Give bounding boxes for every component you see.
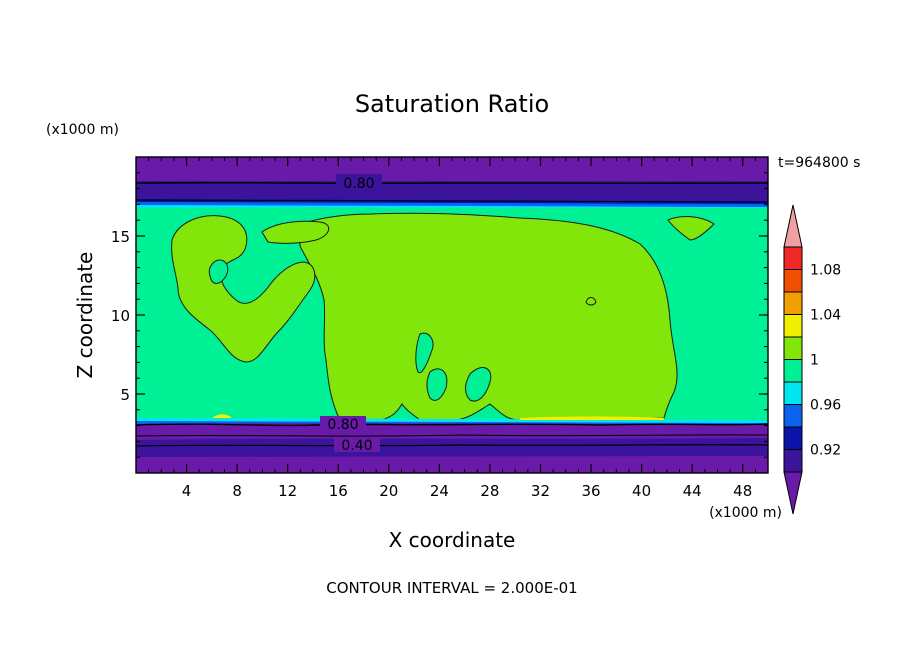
contour-line-upper-080 (136, 182, 768, 184)
supersaturated-small-patch (585, 297, 597, 306)
colorbar-box (783, 246, 803, 270)
contour-label-upper: 0.80 (343, 176, 374, 192)
colorbar-box (783, 426, 803, 450)
x-tick-label: 8 (232, 482, 242, 500)
time-label: t=964800 s (778, 155, 860, 171)
colorbar-label: 0.96 (810, 398, 841, 414)
x-axis-label: X coordinate (389, 528, 516, 552)
colorbar-box (783, 381, 803, 405)
lower-dry-band-inner (136, 438, 768, 457)
x-axis-ticks: 4 8 12 16 20 24 28 32 36 40 44 48 (148, 157, 756, 500)
contour-label-bg-3 (334, 437, 380, 452)
y-axis-ticks: 5 10 15 (111, 172, 768, 458)
chart-title: Saturation Ratio (355, 90, 549, 118)
x-tick-label: 20 (379, 482, 398, 500)
supersaturated-main-cloud (299, 212, 678, 421)
plot-area (136, 157, 768, 473)
contour-line-lower-060 (136, 434, 768, 437)
colorbar-box (783, 449, 803, 473)
near-saturated-hole-4 (465, 367, 492, 402)
colorbar-box (783, 269, 803, 293)
contour-label-lower-080: 0.80 (327, 417, 358, 433)
supersaturated-fringe-right (520, 416, 664, 420)
supersaturated-left-lobe (171, 215, 316, 363)
x-tick-label: 4 (182, 482, 192, 500)
x-tick-label: 12 (278, 482, 297, 500)
x-tick-label: 44 (683, 482, 702, 500)
x-unit-label: (x1000 m) (709, 505, 782, 521)
x-tick-label: 32 (531, 482, 550, 500)
contour-label-lower-040: 0.40 (341, 438, 372, 454)
contour-line-upper-090 (136, 199, 768, 203)
x-tick-label: 28 (480, 482, 499, 500)
supersaturated-right-patch (667, 216, 715, 241)
contour-label-bg-2 (320, 416, 366, 431)
y-axis-label: Z coordinate (73, 252, 97, 379)
near-saturated-hole-3 (426, 368, 448, 401)
contour-line-lower-080 (136, 423, 768, 427)
colorbar-box (783, 404, 803, 428)
y-unit-label: (x1000 m) (46, 122, 119, 138)
x-tick-label: 36 (581, 482, 600, 500)
colorbar-label: 1.08 (810, 263, 841, 279)
colorbar: 0.92 0.96 1 1.04 1.08 (783, 204, 841, 515)
colorbar-label: 1.04 (810, 308, 841, 324)
near-saturated-hole-1 (208, 259, 229, 284)
colorbar-box (783, 336, 803, 360)
colorbar-box (783, 314, 803, 338)
colorbar-box (783, 359, 803, 383)
contour-interval-footer: CONTOUR INTERVAL = 2.000E-01 (326, 579, 577, 597)
colorbar-label: 1 (810, 353, 819, 369)
colorbar-under-triangle (783, 471, 803, 515)
x-tick-label: 40 (632, 482, 651, 500)
colorbar-label: 0.92 (810, 443, 841, 459)
y-tick-label: 15 (111, 228, 130, 246)
y-tick-label: 5 (120, 386, 130, 404)
x-tick-label: 48 (733, 482, 752, 500)
colorbar-over-triangle (783, 204, 803, 248)
x-tick-label: 16 (329, 482, 348, 500)
y-tick-label: 10 (111, 307, 130, 325)
colorbar-box (783, 291, 803, 315)
near-saturated-hole-2 (415, 332, 434, 374)
x-tick-label: 24 (430, 482, 449, 500)
contour-label-bg-1 (336, 174, 382, 190)
contour-line-lower-040 (136, 444, 768, 447)
upper-dry-band-inner (136, 181, 768, 201)
supersaturated-top-patch (261, 220, 330, 244)
supersaturated-fringe-left (212, 414, 232, 418)
